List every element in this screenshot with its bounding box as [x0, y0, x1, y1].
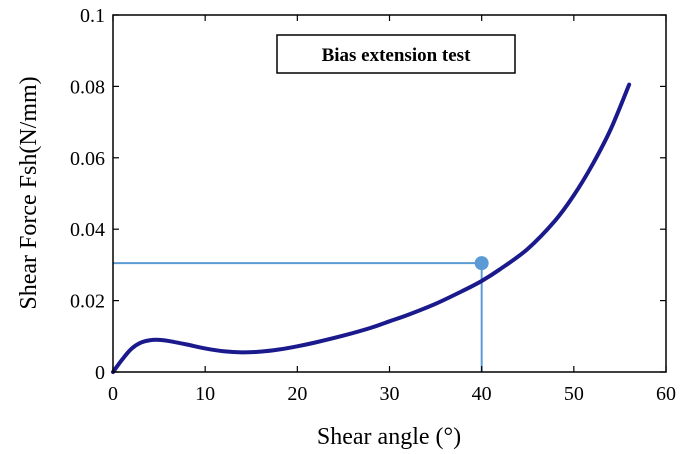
data-line: [111, 82, 632, 374]
data-point-marker: [474, 256, 489, 271]
y-tick-label: 0.1: [80, 5, 105, 27]
annotation-box: Bias extension test: [276, 34, 516, 74]
y-tick-label: 0.02: [70, 291, 105, 313]
y-tick-label: 0.08: [70, 76, 105, 98]
x-tick-label: 0: [108, 383, 118, 405]
x-tick-label: 50: [564, 383, 584, 405]
y-tick-label: 0.04: [70, 219, 105, 241]
x-tick-label: 30: [380, 383, 400, 405]
x-axis: 0 10 20 30 40 50 60: [108, 15, 676, 405]
x-tick-label: 60: [656, 383, 676, 405]
x-tick-label: 20: [287, 383, 307, 405]
y-axis-label: Shear Force Fsh(N/mm): [16, 76, 42, 309]
x-tick-label: 10: [195, 383, 215, 405]
y-tick-label: 0: [95, 362, 105, 384]
annotation-text: Bias extension test: [322, 45, 472, 66]
x-axis-label: Shear angle (°): [317, 424, 461, 450]
y-axis: 0 0.02 0.04 0.06 0.08 0.1: [70, 5, 666, 384]
x-tick-label: 40: [472, 383, 492, 405]
y-tick-label: 0.06: [70, 148, 105, 170]
